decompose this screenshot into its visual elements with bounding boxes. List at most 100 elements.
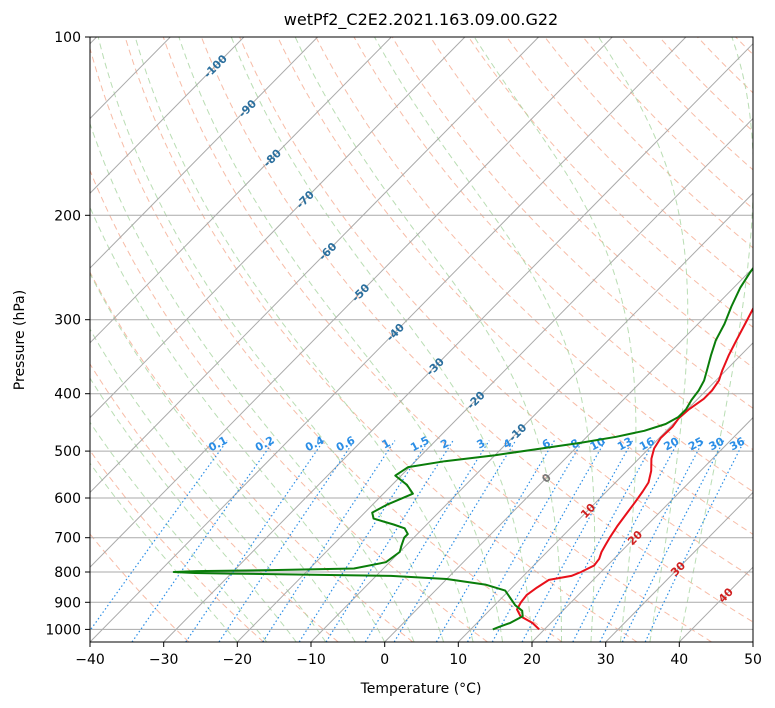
moist-adiabat [473, 37, 637, 642]
mixing-ratio-label: 25 [686, 435, 706, 454]
mixing-ratio-label: 20 [662, 435, 682, 454]
isotherm-line [163, 42, 753, 642]
dry-adiabat [162, 37, 712, 642]
moist-adiabat [97, 37, 445, 642]
dry-adiabat [391, 37, 753, 409]
mixing-ratio-label: 10 [588, 435, 608, 454]
moist-adiabat [374, 37, 596, 642]
moist-adiabat [134, 37, 474, 642]
moist-adiabat [230, 37, 533, 642]
moist-adiabat [90, 377, 297, 642]
isotherm-line [90, 37, 245, 194]
y-tick-label: 100 [54, 30, 81, 46]
mixing-ratio-line [364, 440, 490, 642]
x-tick-label: −30 [149, 652, 179, 668]
mixing-ratio-label: 13 [615, 435, 635, 454]
moist-adiabat [90, 328, 327, 642]
isotherm-line [457, 342, 753, 642]
y-tick-label: 600 [54, 491, 81, 507]
x-tick-label: 40 [670, 652, 688, 668]
moist-adiabat [90, 462, 238, 642]
dry-adiabat [544, 37, 753, 249]
isotherm-line [90, 37, 613, 568]
moist-adiabat [90, 206, 386, 642]
mixing-ratio-line [325, 440, 454, 642]
isotherm-line [90, 37, 392, 344]
x-tick-label: −20 [223, 652, 253, 668]
mixing-ratio-line [572, 440, 680, 642]
moist-adiabat [598, 37, 689, 642]
mixing-ratio-line [491, 440, 606, 642]
isotherm-line [752, 641, 753, 642]
chart-title: wetPf2_C2E2.2021.163.09.00.G22 [284, 10, 558, 30]
x-tick-label: 30 [597, 652, 615, 668]
mixing-ratio-line [521, 440, 634, 642]
dry-adiabat [735, 37, 753, 56]
dry-adiabat [90, 271, 414, 642]
dry-adiabat [429, 37, 753, 369]
mixing-ratio-line [466, 440, 584, 642]
dry-adiabat [239, 37, 753, 579]
mixing-ratio-line [621, 440, 725, 642]
isotherm-line [605, 491, 753, 642]
moist-adiabat [90, 272, 356, 642]
mixing-ratio-label: 2 [438, 436, 451, 451]
mixing-ratio-line [185, 440, 325, 642]
x-tick-label: 20 [523, 652, 541, 668]
dry-adiabat [90, 363, 339, 642]
isotherm-line [90, 37, 318, 269]
plot-frame [89, 36, 754, 643]
isotherm-line [531, 416, 753, 642]
mixing-ratio-lines [90, 440, 745, 642]
dry-adiabat [353, 37, 753, 451]
dry-adiabat [90, 449, 264, 642]
y-axis-label: Pressure (hPa) [12, 290, 28, 390]
profile-series [172, 266, 753, 631]
isotherm-line [236, 117, 753, 642]
mixing-ratio-label: 30 [707, 435, 727, 454]
moist-adiabat [678, 37, 753, 642]
mixing-ratio-label: 16 [637, 435, 657, 454]
mixing-ratio-line [90, 440, 228, 632]
y-tick-label: 400 [54, 387, 81, 403]
x-axis-label: Temperature (°C) [360, 681, 482, 697]
moist-adiabat [294, 37, 562, 642]
dry-adiabat [90, 46, 563, 642]
dry-adiabat [315, 37, 753, 493]
x-tick-label: −40 [75, 652, 105, 668]
isotherm-line [90, 37, 539, 494]
y-tick-label: 700 [54, 531, 81, 547]
dry-adiabat [124, 37, 638, 642]
y-tick-label: 800 [54, 565, 81, 581]
dry-adiabat [582, 37, 753, 210]
isotherm-line [90, 37, 687, 642]
y-tick-label: 1000 [45, 622, 81, 638]
mixing-ratio-label: 36 [727, 435, 747, 454]
dry-adiabat [468, 37, 753, 328]
x-tick-label: 0 [380, 652, 389, 668]
isotherm-line [310, 192, 753, 642]
dry-adiabat [620, 37, 753, 171]
x-tick-label: 50 [744, 652, 762, 668]
mixing-ratio-line [435, 440, 555, 642]
mixing-ratio-line [298, 440, 430, 642]
isotherm-line [678, 566, 753, 642]
y-tick-label: 200 [54, 208, 81, 224]
moist-adiabat [90, 421, 268, 642]
dry-adiabat [277, 37, 753, 535]
mixing-ratio-line [393, 440, 517, 642]
isotherm-labels: 0.1 0.2 0.4 0.6 1 1.5 2 3 4 6 8 10 13 16 20 25 30 36-100-… [201, 52, 747, 605]
mixing-ratio-line [545, 440, 656, 642]
x-tick-label: 10 [449, 652, 467, 668]
dry-adiabat [506, 37, 753, 288]
x-axis: −40 −30 −20 −10 0 10 20 30 40 50 [75, 642, 762, 668]
isotherm-label: -100 [201, 52, 230, 81]
moist-adiabat [178, 37, 503, 642]
dewpoint-profile-line [172, 266, 753, 631]
y-tick-label: 900 [54, 595, 81, 611]
mixing-ratio-line [262, 440, 396, 642]
dry-adiabat [90, 533, 190, 642]
y-tick-label: 300 [54, 313, 81, 329]
x-tick-label: −10 [296, 652, 326, 668]
